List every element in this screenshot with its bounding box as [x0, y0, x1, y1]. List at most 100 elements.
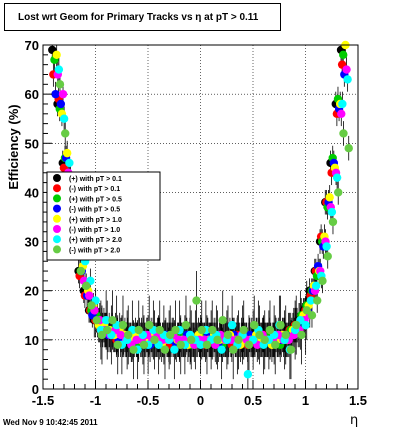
legend: (+) with pT > 0.1 (-) with pT > 0.1 (+) wi…	[46, 171, 161, 261]
data-point	[166, 330, 175, 340]
data-point	[271, 340, 280, 349]
data-point	[344, 144, 353, 153]
legend-marker	[53, 194, 61, 203]
data-point	[276, 320, 285, 330]
data-point	[150, 335, 159, 345]
data-point	[129, 345, 138, 354]
legend-label: (+) with pT > 0.1	[69, 176, 122, 183]
data-point	[192, 296, 201, 305]
x-tick-label: 1	[302, 393, 309, 408]
x-tick-label: 0.5	[244, 393, 262, 408]
chart-title-box: Lost wrt Geom for Primary Tracks vs η at…	[4, 3, 281, 31]
data-point	[322, 242, 331, 251]
data-point	[208, 325, 217, 335]
legend-label: (-) with pT > 0.5	[69, 207, 120, 214]
y-tick-label: 0	[32, 382, 39, 397]
data-point	[155, 325, 164, 335]
legend-marker	[53, 235, 61, 244]
data-point	[181, 320, 191, 330]
data-point	[97, 330, 107, 340]
data-point	[342, 65, 351, 74]
legend-label: (-) with pT > 0.1	[69, 186, 120, 193]
data-point	[217, 345, 226, 354]
legend-label: (-) with pT > 2.0	[69, 247, 120, 254]
data-point	[197, 325, 206, 335]
data-point	[325, 193, 334, 202]
data-point	[116, 330, 125, 340]
data-point	[234, 335, 243, 345]
y-tick-label: 60	[25, 87, 39, 102]
data-point	[327, 207, 337, 217]
data-point	[292, 320, 301, 330]
data-point	[227, 320, 237, 330]
data-point	[213, 335, 222, 345]
data-point	[313, 296, 322, 305]
legend-marker	[53, 225, 61, 233]
data-point	[124, 330, 133, 340]
data-point	[306, 296, 316, 305]
legend-label: (+) with pT > 0.5	[69, 196, 122, 203]
data-point	[176, 340, 185, 349]
y-tick-label: 50	[25, 136, 39, 151]
data-point	[52, 50, 61, 60]
x-tick-label: -1.5	[32, 393, 54, 408]
data-point	[108, 316, 117, 325]
data-point	[139, 340, 149, 349]
data-point	[223, 330, 233, 340]
data-point	[339, 129, 348, 138]
legend-marker	[53, 184, 61, 193]
data-point	[118, 320, 128, 330]
data-point	[218, 316, 227, 325]
data-point	[51, 89, 60, 99]
data-point	[323, 252, 332, 261]
data-point	[76, 266, 86, 276]
data-point	[297, 330, 306, 340]
data-point	[196, 340, 205, 349]
x-tick-label: -1	[90, 393, 102, 408]
data-point	[92, 316, 101, 325]
legend-box	[46, 171, 161, 261]
data-point	[229, 345, 238, 354]
data-point	[55, 80, 65, 89]
data-point	[338, 99, 347, 109]
legend-label: (+) with pT > 2.0	[69, 237, 122, 244]
data-point	[113, 340, 122, 349]
legend-marker	[53, 245, 61, 254]
data-point	[59, 114, 69, 123]
data-point	[265, 325, 275, 335]
data-points	[48, 40, 353, 379]
chart-title: Lost wrt Geom for Primary Tracks vs η at…	[18, 11, 259, 23]
data-point	[307, 311, 317, 320]
data-point	[318, 276, 327, 286]
data-point	[56, 99, 66, 109]
data-point	[244, 340, 254, 349]
data-point	[202, 340, 212, 349]
legend-marker	[53, 174, 61, 182]
data-point	[260, 335, 269, 345]
legend-label: (+) with pT > 1.0	[69, 217, 122, 224]
data-point	[171, 325, 180, 335]
data-point	[160, 345, 170, 354]
data-point	[170, 345, 179, 354]
data-point	[281, 330, 290, 340]
y-tick-label: 70	[25, 38, 39, 53]
y-axis-label: Efficiency (%)	[6, 104, 21, 189]
y-tick-label: 30	[25, 235, 39, 250]
data-point	[145, 320, 154, 330]
data-point	[187, 335, 196, 345]
data-point	[343, 75, 352, 84]
data-point	[328, 217, 338, 227]
y-tick-label: 10	[25, 333, 39, 348]
data-point	[286, 345, 296, 354]
x-tick-label: 0	[197, 393, 204, 408]
data-point	[250, 320, 259, 330]
data-point	[302, 306, 311, 315]
x-tick-label: 1.5	[349, 393, 367, 408]
data-point	[311, 281, 321, 290]
data-point	[134, 325, 143, 335]
data-point	[85, 291, 94, 300]
x-axis-label: η	[350, 413, 358, 428]
data-point	[65, 158, 74, 168]
data-point	[101, 316, 111, 325]
